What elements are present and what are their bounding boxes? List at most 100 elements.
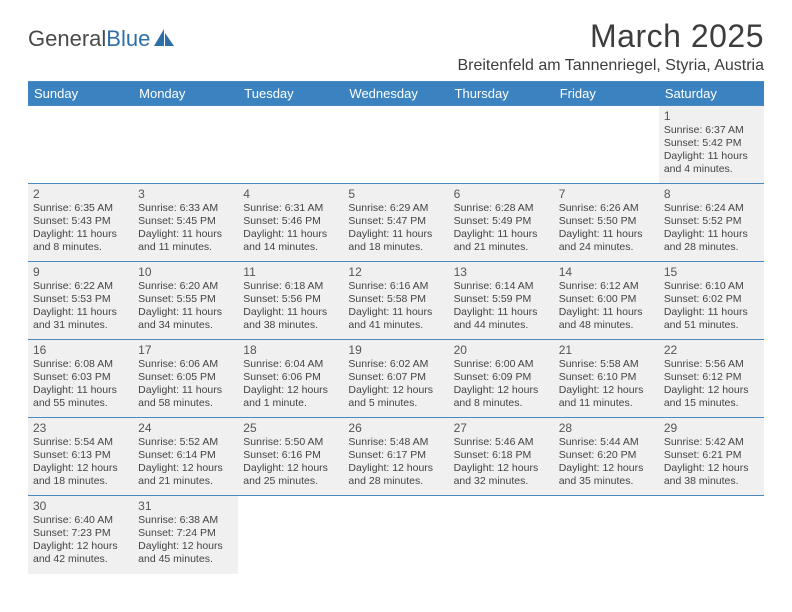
day-number: 31: [138, 499, 233, 513]
calendar-cell: 14Sunrise: 6:12 AMSunset: 6:00 PMDayligh…: [554, 262, 659, 340]
daylight-line: Daylight: 11 hours and 58 minutes.: [138, 384, 233, 410]
sunset-line: Sunset: 7:23 PM: [33, 527, 128, 540]
day-info: Sunrise: 6:28 AMSunset: 5:49 PMDaylight:…: [454, 202, 549, 255]
day-info: Sunrise: 5:44 AMSunset: 6:20 PMDaylight:…: [559, 436, 654, 489]
sunset-line: Sunset: 6:14 PM: [138, 449, 233, 462]
daylight-line: Daylight: 12 hours and 8 minutes.: [454, 384, 549, 410]
calendar-cell: [343, 496, 448, 574]
calendar-week-row: 16Sunrise: 6:08 AMSunset: 6:03 PMDayligh…: [28, 340, 764, 418]
logo-text-2: Blue: [106, 26, 150, 52]
day-number: 20: [454, 343, 549, 357]
daylight-line: Daylight: 11 hours and 51 minutes.: [664, 306, 759, 332]
calendar-cell: 9Sunrise: 6:22 AMSunset: 5:53 PMDaylight…: [28, 262, 133, 340]
calendar-cell: 19Sunrise: 6:02 AMSunset: 6:07 PMDayligh…: [343, 340, 448, 418]
calendar-week-row: 9Sunrise: 6:22 AMSunset: 5:53 PMDaylight…: [28, 262, 764, 340]
day-info: Sunrise: 5:48 AMSunset: 6:17 PMDaylight:…: [348, 436, 443, 489]
day-info: Sunrise: 5:58 AMSunset: 6:10 PMDaylight:…: [559, 358, 654, 411]
sunset-line: Sunset: 5:43 PM: [33, 215, 128, 228]
day-info: Sunrise: 6:38 AMSunset: 7:24 PMDaylight:…: [138, 514, 233, 567]
daylight-line: Daylight: 11 hours and 11 minutes.: [138, 228, 233, 254]
daylight-line: Daylight: 12 hours and 15 minutes.: [664, 384, 759, 410]
page-subtitle: Breitenfeld am Tannenriegel, Styria, Aus…: [457, 57, 764, 75]
calendar-cell: 29Sunrise: 5:42 AMSunset: 6:21 PMDayligh…: [659, 418, 764, 496]
day-info: Sunrise: 6:16 AMSunset: 5:58 PMDaylight:…: [348, 280, 443, 333]
daylight-line: Daylight: 12 hours and 18 minutes.: [33, 462, 128, 488]
day-info: Sunrise: 6:31 AMSunset: 5:46 PMDaylight:…: [243, 202, 338, 255]
sunset-line: Sunset: 5:58 PM: [348, 293, 443, 306]
day-header-row: Sunday Monday Tuesday Wednesday Thursday…: [28, 82, 764, 106]
daylight-line: Daylight: 11 hours and 14 minutes.: [243, 228, 338, 254]
day-header: Monday: [133, 82, 238, 106]
day-number: 25: [243, 421, 338, 435]
day-number: 18: [243, 343, 338, 357]
daylight-line: Daylight: 11 hours and 34 minutes.: [138, 306, 233, 332]
calendar-cell: 12Sunrise: 6:16 AMSunset: 5:58 PMDayligh…: [343, 262, 448, 340]
sunrise-line: Sunrise: 6:33 AM: [138, 202, 233, 215]
sunset-line: Sunset: 6:16 PM: [243, 449, 338, 462]
day-header: Tuesday: [238, 82, 343, 106]
daylight-line: Daylight: 11 hours and 31 minutes.: [33, 306, 128, 332]
calendar-week-row: 1Sunrise: 6:37 AMSunset: 5:42 PMDaylight…: [28, 106, 764, 184]
header: GeneralBlue March 2025 Breitenfeld am Ta…: [28, 18, 764, 75]
day-number: 5: [348, 187, 443, 201]
sunrise-line: Sunrise: 6:02 AM: [348, 358, 443, 371]
day-info: Sunrise: 6:04 AMSunset: 6:06 PMDaylight:…: [243, 358, 338, 411]
daylight-line: Daylight: 12 hours and 11 minutes.: [559, 384, 654, 410]
calendar-cell: [449, 106, 554, 184]
day-number: 13: [454, 265, 549, 279]
day-number: 2: [33, 187, 128, 201]
sunrise-line: Sunrise: 5:44 AM: [559, 436, 654, 449]
sunset-line: Sunset: 6:17 PM: [348, 449, 443, 462]
day-info: Sunrise: 6:22 AMSunset: 5:53 PMDaylight:…: [33, 280, 128, 333]
calendar-cell: 3Sunrise: 6:33 AMSunset: 5:45 PMDaylight…: [133, 184, 238, 262]
day-number: 15: [664, 265, 759, 279]
sunrise-line: Sunrise: 6:08 AM: [33, 358, 128, 371]
day-header: Friday: [554, 82, 659, 106]
calendar-cell: 4Sunrise: 6:31 AMSunset: 5:46 PMDaylight…: [238, 184, 343, 262]
calendar-cell: 24Sunrise: 5:52 AMSunset: 6:14 PMDayligh…: [133, 418, 238, 496]
day-info: Sunrise: 5:56 AMSunset: 6:12 PMDaylight:…: [664, 358, 759, 411]
calendar-cell: 26Sunrise: 5:48 AMSunset: 6:17 PMDayligh…: [343, 418, 448, 496]
daylight-line: Daylight: 12 hours and 21 minutes.: [138, 462, 233, 488]
sunrise-line: Sunrise: 6:04 AM: [243, 358, 338, 371]
day-number: 12: [348, 265, 443, 279]
calendar-week-row: 30Sunrise: 6:40 AMSunset: 7:23 PMDayligh…: [28, 496, 764, 574]
calendar-cell: [554, 496, 659, 574]
day-number: 28: [559, 421, 654, 435]
day-number: 6: [454, 187, 549, 201]
calendar-cell: 13Sunrise: 6:14 AMSunset: 5:59 PMDayligh…: [449, 262, 554, 340]
sunset-line: Sunset: 5:47 PM: [348, 215, 443, 228]
daylight-line: Daylight: 12 hours and 32 minutes.: [454, 462, 549, 488]
sunset-line: Sunset: 6:13 PM: [33, 449, 128, 462]
day-number: 22: [664, 343, 759, 357]
sunset-line: Sunset: 5:49 PM: [454, 215, 549, 228]
sunset-line: Sunset: 6:18 PM: [454, 449, 549, 462]
day-number: 14: [559, 265, 654, 279]
daylight-line: Daylight: 11 hours and 21 minutes.: [454, 228, 549, 254]
sunset-line: Sunset: 6:09 PM: [454, 371, 549, 384]
calendar-cell: 31Sunrise: 6:38 AMSunset: 7:24 PMDayligh…: [133, 496, 238, 574]
sunrise-line: Sunrise: 6:28 AM: [454, 202, 549, 215]
day-info: Sunrise: 6:14 AMSunset: 5:59 PMDaylight:…: [454, 280, 549, 333]
sunrise-line: Sunrise: 5:52 AM: [138, 436, 233, 449]
sunset-line: Sunset: 6:00 PM: [559, 293, 654, 306]
day-info: Sunrise: 5:46 AMSunset: 6:18 PMDaylight:…: [454, 436, 549, 489]
daylight-line: Daylight: 11 hours and 41 minutes.: [348, 306, 443, 332]
daylight-line: Daylight: 11 hours and 4 minutes.: [664, 150, 759, 176]
calendar-cell: 21Sunrise: 5:58 AMSunset: 6:10 PMDayligh…: [554, 340, 659, 418]
daylight-line: Daylight: 11 hours and 48 minutes.: [559, 306, 654, 332]
calendar-cell: [554, 106, 659, 184]
day-number: 8: [664, 187, 759, 201]
calendar-cell: 17Sunrise: 6:06 AMSunset: 6:05 PMDayligh…: [133, 340, 238, 418]
day-info: Sunrise: 6:10 AMSunset: 6:02 PMDaylight:…: [664, 280, 759, 333]
calendar-cell: 2Sunrise: 6:35 AMSunset: 5:43 PMDaylight…: [28, 184, 133, 262]
daylight-line: Daylight: 12 hours and 28 minutes.: [348, 462, 443, 488]
daylight-line: Daylight: 12 hours and 35 minutes.: [559, 462, 654, 488]
sunset-line: Sunset: 6:20 PM: [559, 449, 654, 462]
sunrise-line: Sunrise: 6:16 AM: [348, 280, 443, 293]
sunset-line: Sunset: 5:53 PM: [33, 293, 128, 306]
day-number: 4: [243, 187, 338, 201]
day-number: 29: [664, 421, 759, 435]
day-header: Thursday: [449, 82, 554, 106]
daylight-line: Daylight: 12 hours and 42 minutes.: [33, 540, 128, 566]
